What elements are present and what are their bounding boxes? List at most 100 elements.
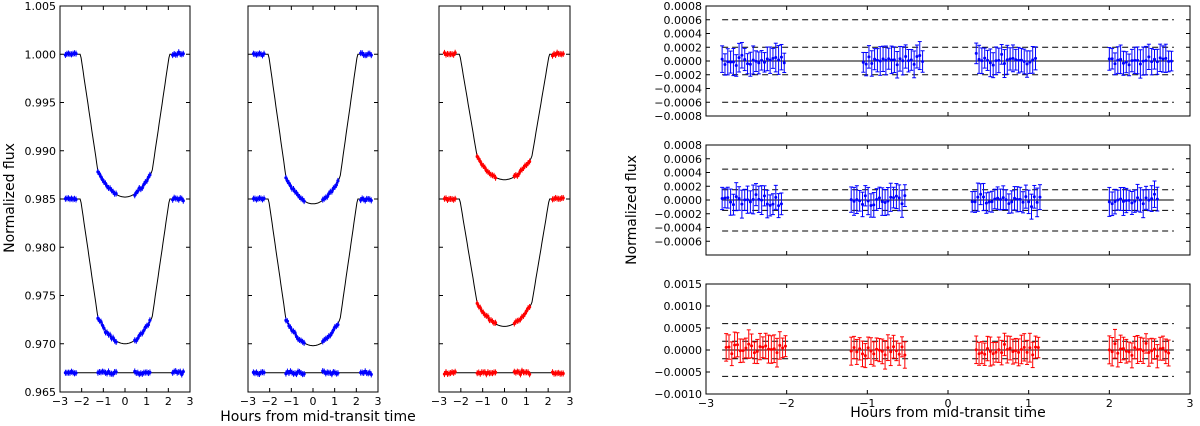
res2-point bbox=[1133, 199, 1137, 203]
res3-point bbox=[738, 349, 742, 353]
lc1-point bbox=[136, 189, 140, 193]
res3-point bbox=[727, 345, 731, 349]
res1-point bbox=[1011, 56, 1015, 60]
lc1-ytick-label: 0.965 bbox=[25, 386, 57, 399]
res2-point bbox=[875, 198, 879, 202]
res2-point bbox=[1136, 196, 1140, 200]
res1-point bbox=[1121, 61, 1125, 65]
right-ylabel: Normalized flux bbox=[624, 155, 640, 265]
lc3-point bbox=[453, 51, 457, 55]
res1-ytick-label: −0.0002 bbox=[654, 69, 702, 82]
res3-point bbox=[1155, 354, 1159, 358]
res3-point bbox=[1017, 350, 1021, 354]
res3-point bbox=[886, 346, 890, 350]
lc3-point bbox=[521, 166, 526, 170]
res3-point bbox=[991, 352, 995, 356]
lc2-point bbox=[334, 183, 338, 187]
lc2-point bbox=[262, 52, 266, 56]
res2-point bbox=[894, 194, 898, 198]
res2-point bbox=[869, 203, 873, 207]
right-xlabel: Hours from mid-transit time bbox=[850, 405, 1045, 421]
res1-point bbox=[748, 62, 752, 66]
lc3-xtick-label: 0 bbox=[501, 395, 508, 408]
lc2-point bbox=[302, 372, 306, 376]
res3-point bbox=[1144, 341, 1148, 345]
res1-point bbox=[878, 59, 882, 63]
res1-point bbox=[1147, 55, 1151, 59]
lc1-point bbox=[145, 179, 149, 183]
res3-xtick-label: 2 bbox=[1106, 397, 1113, 410]
res3-point bbox=[994, 350, 998, 354]
res2-ytick-label: 0.0006 bbox=[664, 153, 703, 166]
res1-point bbox=[1127, 63, 1131, 67]
res1-point bbox=[887, 57, 891, 61]
lc1-ytick-label: 0.970 bbox=[25, 338, 57, 351]
res3-point bbox=[875, 347, 879, 351]
lc3-xtick-label: 1 bbox=[523, 395, 530, 408]
lc1-xtick-label: 0 bbox=[122, 395, 129, 408]
res3-point bbox=[761, 345, 765, 349]
left-ylabel: Normalized flux bbox=[2, 143, 18, 253]
res1-point bbox=[1138, 62, 1142, 66]
res3-point bbox=[1133, 346, 1137, 350]
res2-point bbox=[1130, 201, 1134, 205]
res3-point bbox=[733, 343, 737, 347]
res1-point bbox=[991, 63, 995, 67]
lc1-ytick-label: 0.990 bbox=[25, 145, 57, 158]
res3-point bbox=[1028, 346, 1032, 350]
res3-point bbox=[1147, 351, 1151, 355]
lc3-point bbox=[453, 197, 457, 201]
res2-ytick-label: 0.0008 bbox=[664, 139, 703, 152]
res2-point bbox=[981, 195, 985, 199]
lc1-point bbox=[175, 52, 179, 57]
res2-point bbox=[1024, 195, 1028, 199]
lc3-point bbox=[493, 321, 498, 325]
res3-point bbox=[900, 345, 904, 349]
res1-point bbox=[746, 62, 750, 66]
res3-point bbox=[1127, 350, 1131, 354]
res1-point bbox=[861, 60, 865, 64]
res1-point bbox=[1161, 57, 1165, 61]
res3-ytick-label: 0.0010 bbox=[664, 300, 703, 313]
lc2-point bbox=[325, 195, 329, 199]
lc2-point bbox=[336, 179, 340, 183]
res2-point bbox=[1107, 200, 1111, 204]
res3-point bbox=[1110, 350, 1114, 354]
res3-point bbox=[894, 349, 898, 353]
res1-point bbox=[1110, 57, 1114, 61]
res3-ytick-label: 0.0000 bbox=[664, 344, 703, 357]
res1-point bbox=[1164, 56, 1168, 60]
res3-point bbox=[1153, 347, 1157, 351]
res1-point bbox=[720, 57, 724, 61]
lc2-point bbox=[294, 191, 299, 195]
res1-point bbox=[986, 58, 990, 62]
res2-point bbox=[774, 195, 778, 199]
res3-point bbox=[735, 343, 739, 347]
res2-point bbox=[892, 196, 896, 200]
lc1-point bbox=[99, 175, 103, 179]
res3-point bbox=[1031, 353, 1035, 357]
res1-point bbox=[994, 59, 998, 63]
res1-point bbox=[734, 63, 738, 67]
lc2-point bbox=[294, 372, 299, 376]
res3-point bbox=[903, 353, 907, 357]
res1-point bbox=[864, 62, 868, 66]
lc1-point bbox=[136, 336, 140, 340]
res3-point bbox=[852, 346, 856, 350]
res1-point bbox=[1034, 56, 1038, 60]
res3-point bbox=[778, 343, 782, 347]
lc2-xtick-label: 2 bbox=[353, 395, 360, 408]
res1-point bbox=[1133, 58, 1137, 62]
lc3-point bbox=[553, 53, 558, 57]
res1-point bbox=[1136, 58, 1140, 62]
res3-point bbox=[724, 345, 728, 349]
lc1-point bbox=[74, 371, 78, 375]
lc1-point bbox=[142, 182, 146, 187]
res1-point bbox=[912, 62, 916, 66]
res1-point bbox=[777, 58, 781, 62]
res3-point bbox=[730, 352, 734, 356]
res1-point bbox=[1144, 59, 1148, 63]
lc2-xtick-label: 3 bbox=[375, 395, 382, 408]
res3-point bbox=[1119, 347, 1123, 351]
res2-point bbox=[852, 199, 856, 203]
